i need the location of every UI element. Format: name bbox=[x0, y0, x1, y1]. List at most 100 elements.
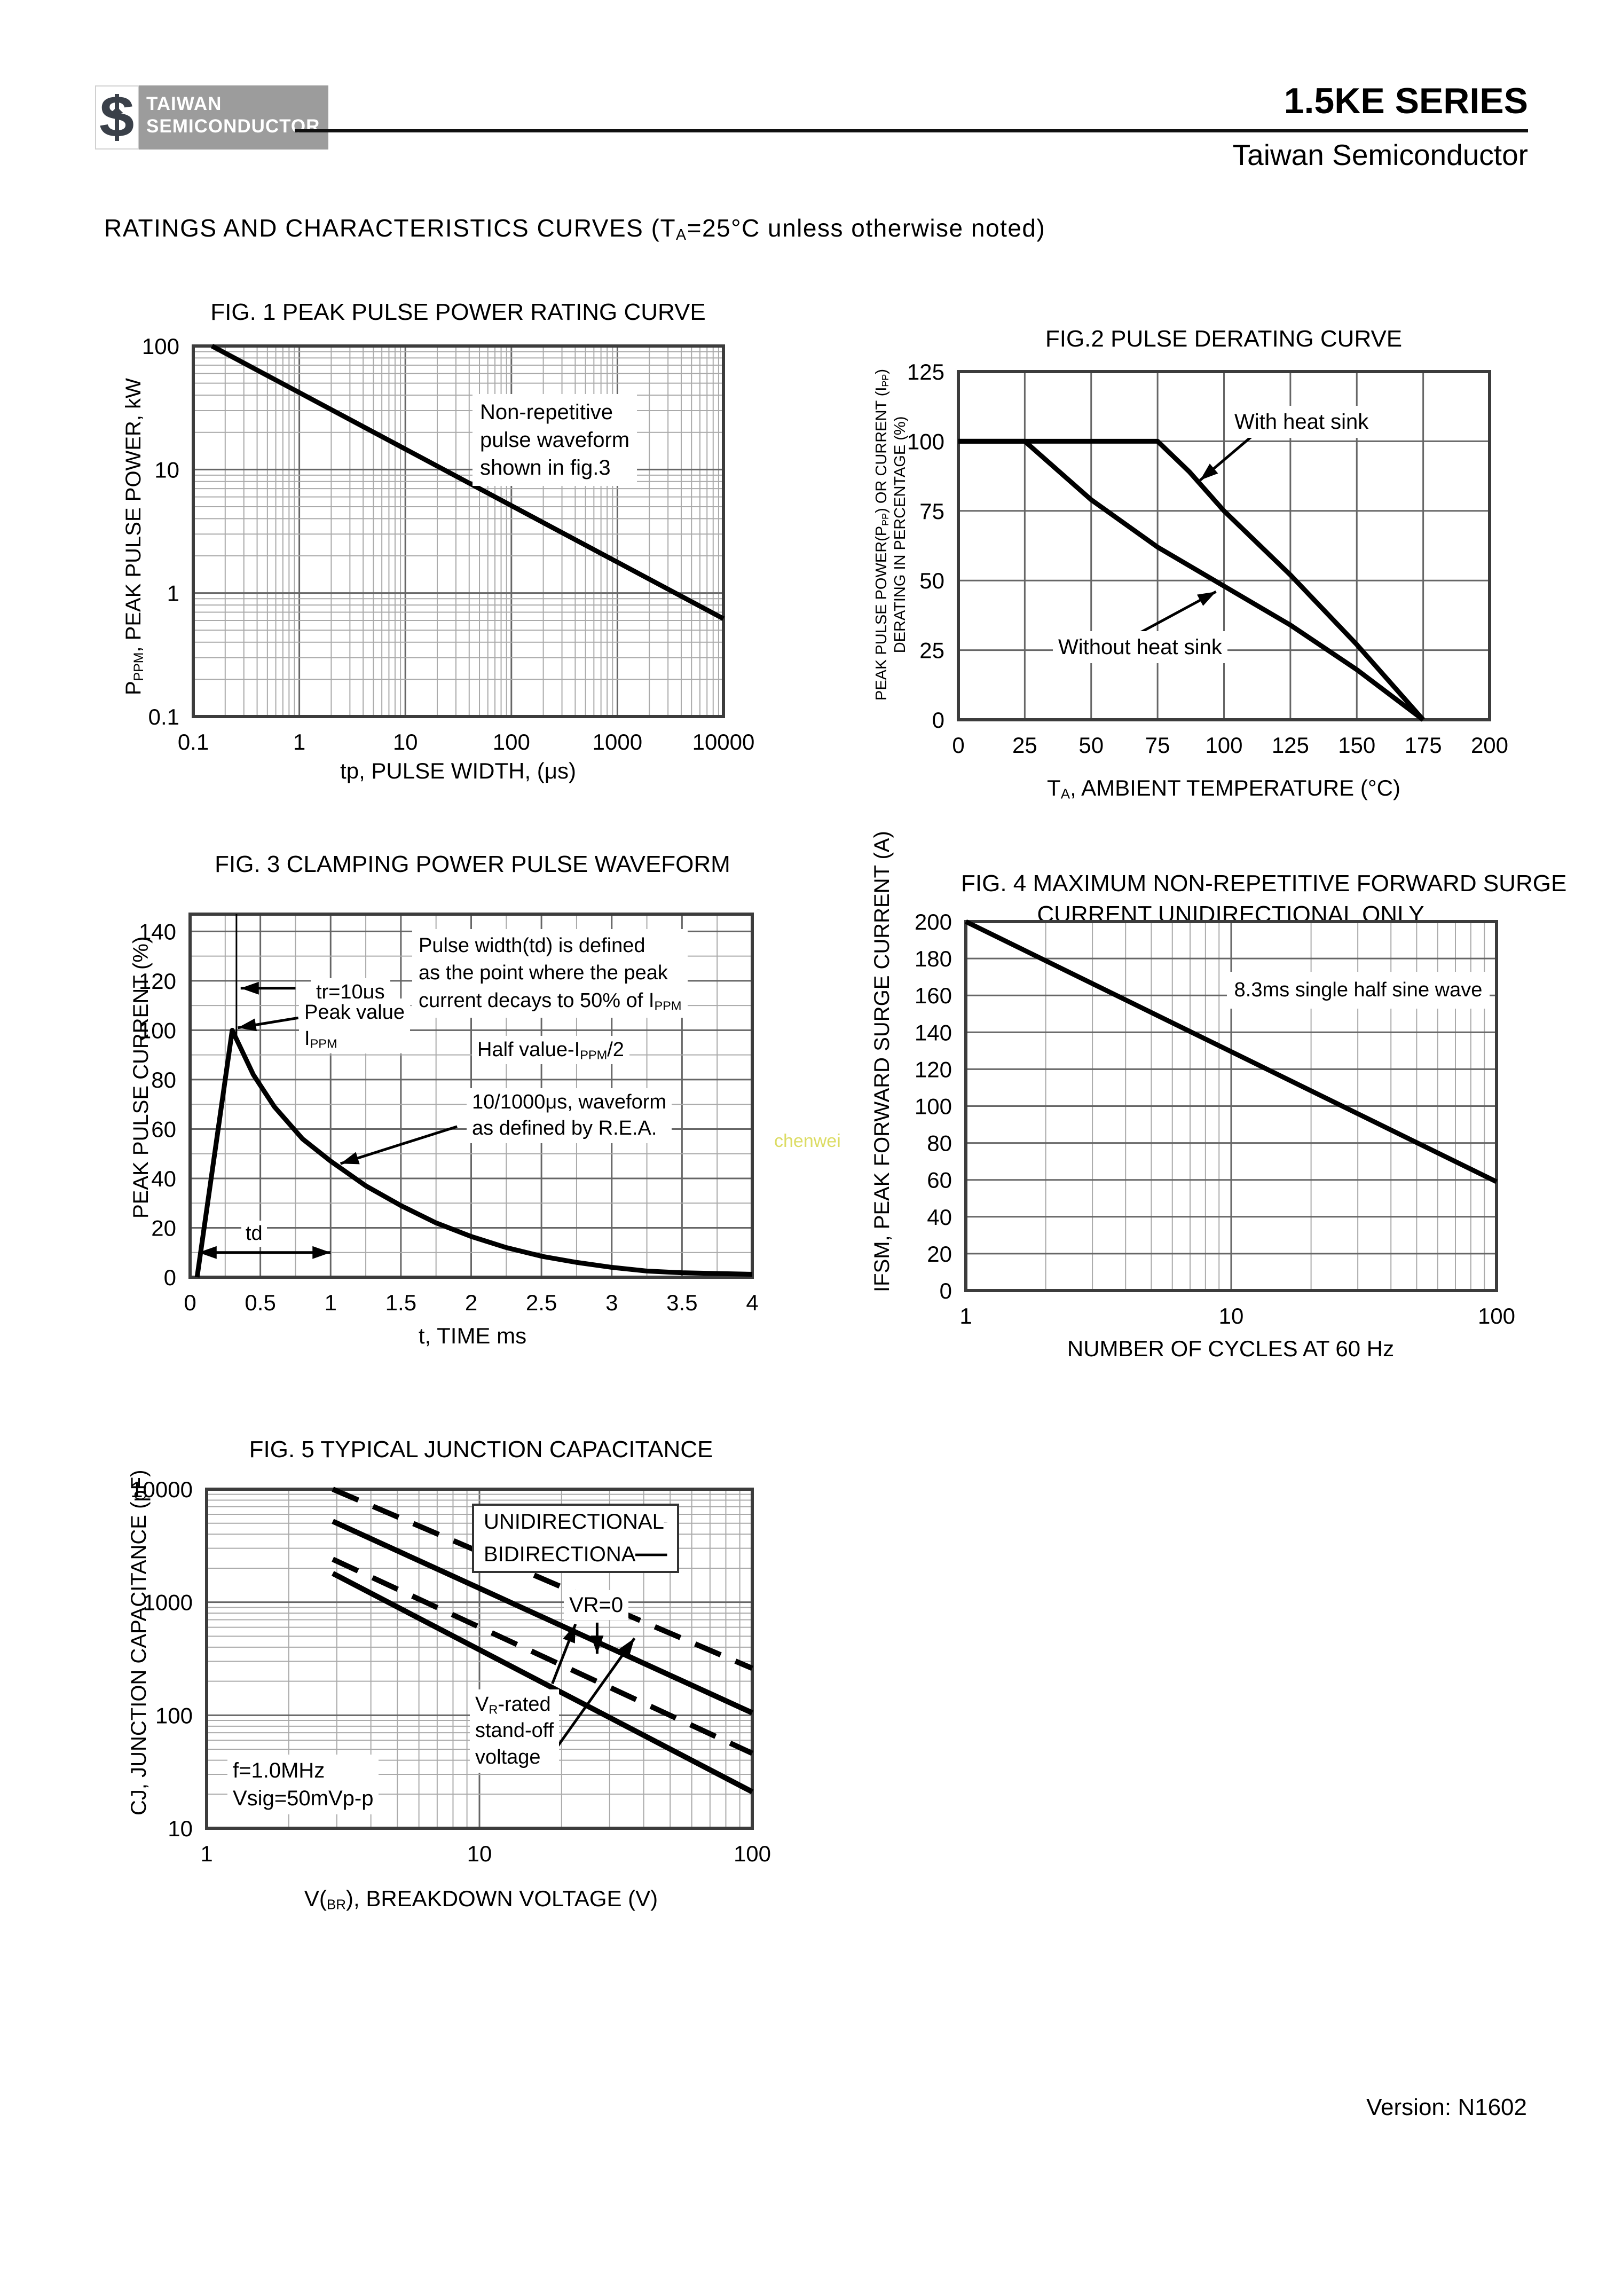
fig2-y-tick-label: 75 bbox=[919, 499, 944, 524]
fig5-y-tick-label: 1000 bbox=[143, 1590, 193, 1615]
fig2-ylabel-l1s2: PP bbox=[879, 374, 891, 387]
fig3-pulse-width-note: Pulse width(td) is defined as the point … bbox=[412, 929, 688, 1018]
fig3-annotation-arrow bbox=[340, 1125, 458, 1165]
arrowhead-icon bbox=[590, 1635, 604, 1654]
fig4-y-tick-label: 120 bbox=[915, 1057, 952, 1082]
fig1-y-tick-label: 10 bbox=[154, 457, 179, 482]
fig3-peak-line2a: I bbox=[304, 1027, 310, 1050]
fig1-x-tick-label: 10000 bbox=[692, 729, 755, 754]
solid-line-sample-icon bbox=[635, 1553, 667, 1556]
fig5-legend-bi-label: BIDIRECTIONA bbox=[484, 1543, 636, 1566]
fig4-y-tick-label: 160 bbox=[915, 983, 952, 1008]
fig2-x-tick-label: 175 bbox=[1405, 733, 1442, 758]
fig4-note: 8.3ms single half sine wave bbox=[1227, 972, 1490, 1009]
fig1-y-axis-label: PPPM, PEAK PULSE POWER, kW bbox=[122, 378, 147, 695]
fig4-x-tick-label: 100 bbox=[1478, 1303, 1515, 1328]
company-name: Taiwan Semiconductor bbox=[1232, 138, 1528, 171]
fig5-series-unidirectional-vr-rated bbox=[332, 1556, 754, 1756]
fig1-note: Non-repetitive pulse waveform shown in f… bbox=[473, 394, 637, 486]
fig4-x-axis-label: NUMBER OF CYCLES AT 60 Hz bbox=[1067, 1336, 1395, 1361]
watermark: chenwei bbox=[774, 1131, 841, 1151]
fig3-x-tick-label: 2 bbox=[465, 1290, 477, 1315]
fig5-test-conditions: f=1.0MHz Vsig=50mVp-p bbox=[227, 1755, 379, 1814]
fig2-x-tick-label: 200 bbox=[1471, 733, 1508, 758]
fig1-y-tick-label: 0.1 bbox=[148, 704, 179, 729]
fig3-rea-line2: as defined by R.E.A. bbox=[472, 1117, 657, 1140]
fig1-note-line2: pulse waveform bbox=[480, 428, 630, 452]
fig1-y-tick-label: 1 bbox=[167, 581, 179, 606]
fig1-ylabel-b: , PEAK PULSE POWER, kW bbox=[122, 378, 145, 652]
fig3-y-tick-label: 140 bbox=[139, 919, 176, 944]
fig2-border bbox=[957, 370, 1491, 721]
fig3-half-b: /2 bbox=[607, 1039, 624, 1061]
fig4-y-axis-label: IFSM, PEAK FORWARD SURGE CURRENT (A) bbox=[870, 831, 894, 1292]
fig3-x-tick-label: 2.5 bbox=[526, 1290, 557, 1315]
fig1-note-line3: shown in fig.3 bbox=[480, 456, 611, 479]
arrowhead-icon bbox=[563, 1624, 576, 1644]
arrowhead-icon bbox=[240, 981, 259, 995]
fig5-vr-rated-line1: VR-rated bbox=[475, 1692, 554, 1718]
fig1-ylabel-a: P bbox=[122, 681, 145, 695]
fig3-x-tick-label: 4 bbox=[746, 1290, 758, 1315]
fig3-title: FIG. 3 CLAMPING POWER PULSE WAVEFORM bbox=[215, 851, 730, 877]
fig5-cond-line2: Vsig=50mVp-p bbox=[233, 1787, 374, 1810]
fig5-x-tick-label: 100 bbox=[734, 1841, 771, 1866]
fig3-pw-line2: as the point where the peak bbox=[419, 962, 668, 985]
fig1-series-peak-pulse-power bbox=[210, 344, 725, 621]
fig4-y-tick-label: 80 bbox=[927, 1131, 952, 1156]
arrowhead-icon bbox=[618, 1638, 635, 1657]
arrowhead-icon bbox=[238, 1018, 257, 1032]
fig2-x-tick-label: 100 bbox=[1205, 733, 1242, 758]
fig3-peak-line1: Peak value bbox=[304, 1001, 405, 1024]
fig4-y-tick-label: 20 bbox=[927, 1241, 952, 1267]
fig5-cond-line1: f=1.0MHz bbox=[233, 1759, 325, 1782]
fig5-series-bidirectional-vr0 bbox=[332, 1519, 754, 1716]
fig3-y-tick-label: 100 bbox=[139, 1018, 176, 1043]
fig5-vr-rated-line3: voltage bbox=[475, 1745, 541, 1768]
fig4-x-tick-label: 10 bbox=[1219, 1303, 1244, 1328]
fig4-y-tick-label: 180 bbox=[915, 946, 952, 971]
fig5-y-tick-label: 100 bbox=[155, 1703, 193, 1728]
header-rule bbox=[295, 129, 1528, 132]
fig1-ylabel-sub: PPM bbox=[132, 652, 147, 681]
fig5-xlabel-a: V( bbox=[304, 1886, 327, 1911]
fig5-series-unidirectional-vr0 bbox=[332, 1487, 753, 1671]
fig5-x-tick-label: 10 bbox=[467, 1841, 492, 1866]
arrowhead-icon bbox=[198, 1246, 217, 1259]
fig1-x-tick-label: 1 bbox=[293, 729, 305, 754]
fig2-y-tick-label: 100 bbox=[907, 429, 944, 454]
fig3-y-tick-label: 0 bbox=[164, 1265, 176, 1290]
fig5-vr-rated-line1sub: R bbox=[489, 1702, 498, 1717]
fig5-legend-row-unidirectional: UNIDIRECTIONAL bbox=[474, 1506, 677, 1538]
fig3-y-tick-label: 60 bbox=[151, 1116, 176, 1142]
fig1-title: FIG. 1 PEAK PULSE POWER RATING CURVE bbox=[210, 299, 706, 325]
fig5-vr-rated-line1a: V bbox=[475, 1693, 489, 1716]
fig2-ylabel-l1b: ) OR CURRENT (I bbox=[873, 387, 890, 513]
fig5-legend-uni-label: UNIDIRECTIONAL bbox=[484, 1510, 664, 1534]
fig1-x-axis-label: tp, PULSE WIDTH, (μs) bbox=[340, 758, 576, 783]
fig2-ylabel-line2: DERATING IN PERCENTAGE (%) bbox=[892, 416, 909, 654]
fig2-series-without-heat-sink bbox=[958, 438, 1425, 722]
fig2-plot: 0 25 50 75 100 125 150 175 200 125 100 75 50 25 0 bbox=[907, 359, 1508, 758]
fig5-y-tick-label: 10000 bbox=[130, 1477, 193, 1502]
fig2-ylabel-l1s1: PP bbox=[879, 513, 891, 526]
fig2-y-tick-label: 25 bbox=[919, 638, 944, 663]
fig2-without-heat-sink-label: Without heat sink bbox=[1053, 631, 1227, 663]
heading-paren-b: =25°C unless otherwise noted) bbox=[687, 214, 1046, 242]
fig5-series-bidirectional-vr-rated bbox=[331, 1571, 754, 1795]
heading-paren-a: (T bbox=[643, 214, 676, 242]
fig2-xlabel-sub: A bbox=[1060, 785, 1070, 802]
fig5-xlabel-b: ), BREAKDOWN VOLTAGE (V) bbox=[346, 1886, 658, 1911]
fig1-x-tick-label: 100 bbox=[493, 729, 530, 754]
fig3-peak-line2: IPPM bbox=[304, 1026, 405, 1052]
fig3-x-tick-label: 1.5 bbox=[385, 1290, 416, 1315]
series-title: 1.5KE SERIES bbox=[1284, 81, 1528, 121]
fig2-xlabel-b: , AMBIENT TEMPERATURE (°C) bbox=[1070, 775, 1400, 800]
fig2-x-tick-label: 25 bbox=[1012, 733, 1037, 758]
fig3-y-tick-label: 80 bbox=[151, 1067, 176, 1092]
fig4-y-tick-label: 0 bbox=[940, 1278, 952, 1303]
fig3-pw-line1: Pulse width(td) is defined bbox=[419, 934, 645, 957]
fig3-td-label: td bbox=[241, 1221, 267, 1247]
fig3-pw-line3a: current decays to 50% of I bbox=[419, 989, 655, 1012]
